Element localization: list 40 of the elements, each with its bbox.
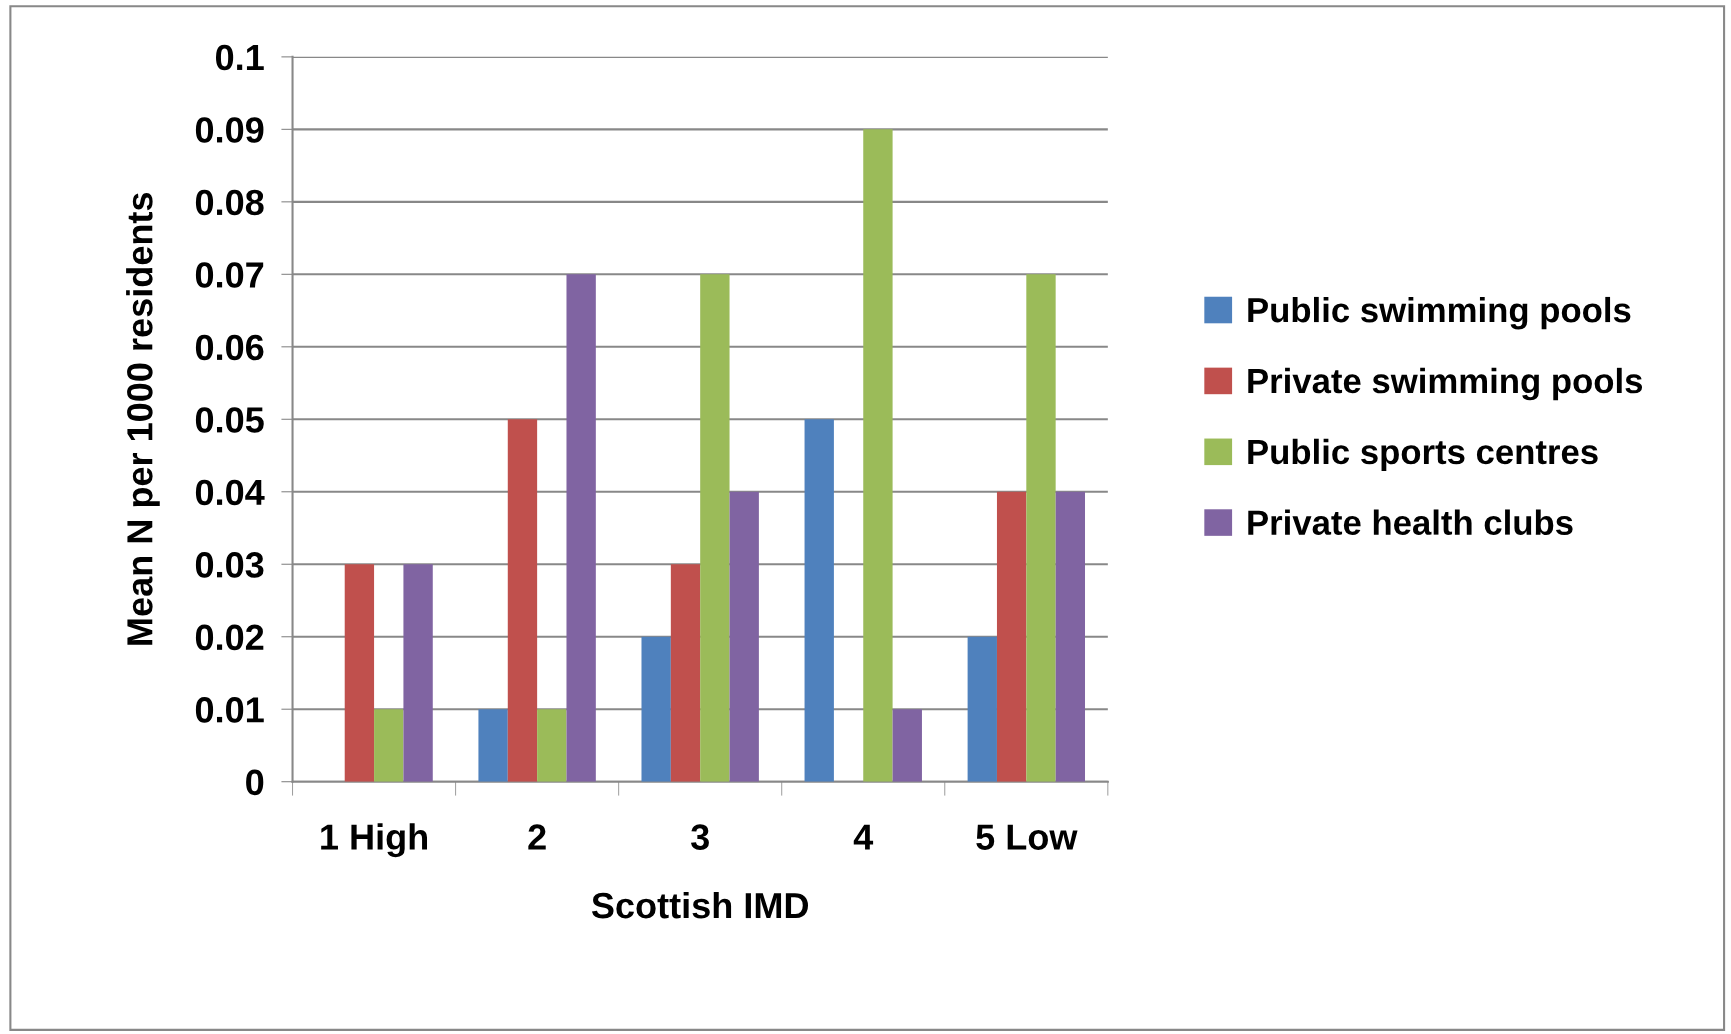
y-tick-label: 0.02	[195, 624, 264, 651]
y-tick-label: 0.05	[195, 407, 264, 433]
x-tick-label: 4	[853, 824, 874, 850]
legend-label: Public swimming pools	[1248, 296, 1631, 330]
x-tick-label: 3	[690, 824, 709, 850]
bar	[996, 491, 1027, 782]
y-axis-title: Mean N per 1000 residents	[126, 192, 160, 645]
legend-label: Public sports centres	[1248, 438, 1598, 472]
bar	[478, 709, 508, 782]
bar	[892, 709, 922, 782]
bar	[537, 709, 567, 782]
bar	[804, 419, 834, 782]
bar	[641, 636, 671, 782]
bar	[729, 491, 759, 782]
x-tick-label: 1 High	[321, 823, 428, 858]
y-tick-label: 0	[246, 769, 264, 796]
y-tick-label: 0.06	[195, 334, 264, 361]
x-tick-label: 5 Low	[976, 824, 1078, 850]
y-tick-label: 0.04	[195, 479, 265, 506]
bar	[403, 564, 433, 782]
bar	[374, 709, 404, 782]
bar	[566, 274, 596, 782]
bar	[507, 419, 538, 782]
legend-label: Private health clubs	[1248, 509, 1573, 535]
bar	[967, 636, 997, 782]
x-axis-title: Scottish IMD	[591, 891, 809, 919]
bar	[863, 129, 893, 782]
y-tick-label: 0.07	[195, 262, 264, 288]
bar	[1055, 491, 1086, 782]
y-tick-label: 0.1	[215, 44, 264, 71]
bar	[1026, 274, 1056, 782]
legend-label: Private swimming pools	[1248, 367, 1643, 401]
y-tick-label: 0.09	[195, 117, 264, 143]
bar	[700, 274, 730, 782]
y-tick-label: 0.01	[195, 697, 264, 723]
x-tick-label: 2	[528, 824, 546, 850]
y-tick-label: 0.03	[195, 552, 264, 578]
bar	[670, 564, 701, 782]
y-tick-label: 0.08	[195, 189, 264, 216]
bar	[344, 564, 375, 782]
